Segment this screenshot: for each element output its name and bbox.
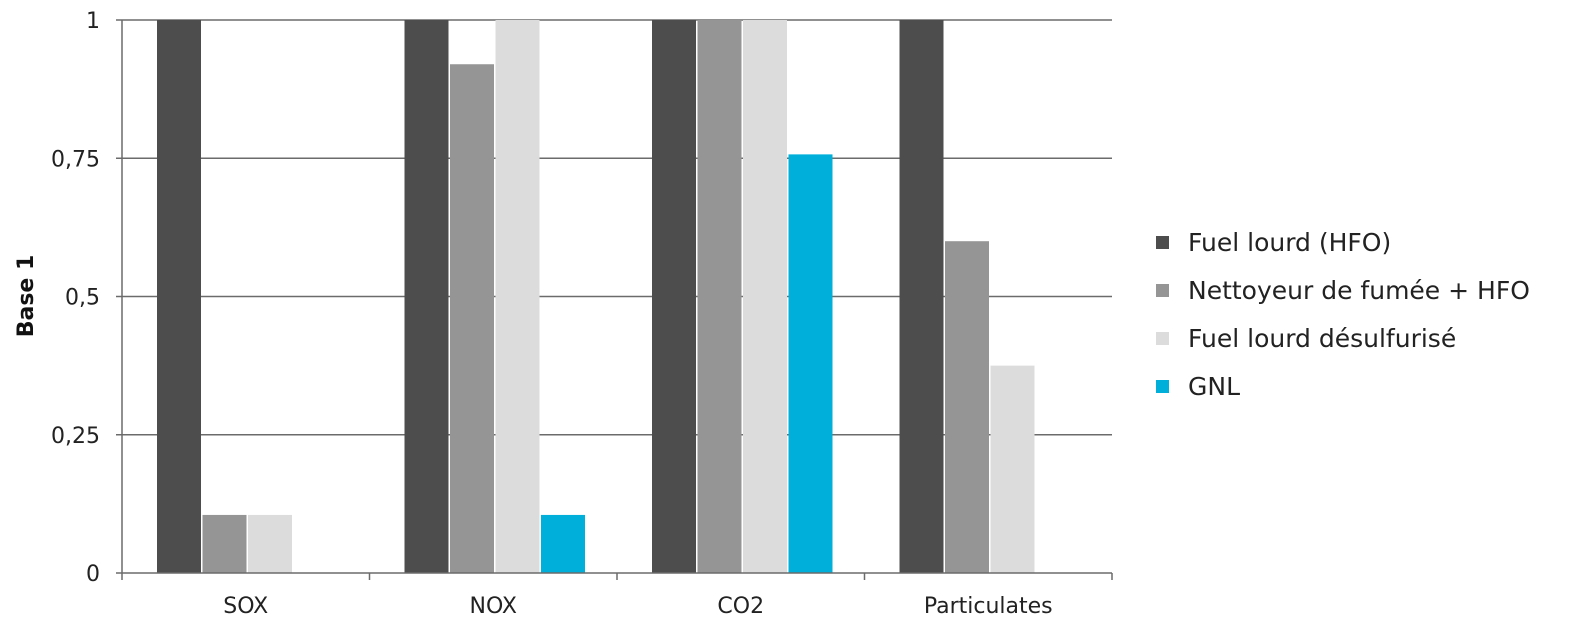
bar-co2-series-1: [652, 20, 696, 573]
bar-nox-series-1: [404, 20, 449, 573]
bar-sox-series-2: [202, 514, 247, 573]
legend-swatch: [1156, 332, 1169, 345]
y-tick-label: 0: [86, 562, 100, 587]
bar-sox-series-1: [157, 20, 201, 573]
legend-label: Fuel lourd désulfurisé: [1188, 324, 1456, 353]
x-tick-label: Particulates: [924, 594, 1053, 619]
bar-co2-series-4: [788, 154, 833, 573]
bar-sox-series-3: [248, 514, 292, 573]
bar-particulates-series-3: [990, 365, 1035, 573]
y-tick-label: 1: [86, 9, 100, 34]
y-tick-label: 0,5: [65, 286, 100, 311]
legend-label: Nettoyeur de fumée + HFO: [1188, 276, 1530, 305]
legend-swatch: [1156, 284, 1169, 297]
x-tick-label: NOX: [470, 594, 517, 619]
bar-nox-series-4: [541, 514, 585, 573]
y-tick-label: 0,25: [51, 424, 100, 449]
x-tick-label: SOX: [223, 594, 268, 619]
axes: [116, 19, 1113, 580]
bars: [157, 20, 1035, 574]
legend-swatch: [1156, 380, 1169, 393]
bar-nox-series-3: [495, 20, 540, 573]
x-tick-label: CO2: [717, 594, 764, 619]
bar-co2-series-2: [697, 20, 742, 573]
y-tick-label: 0,75: [51, 147, 100, 172]
bar-particulates-series-1: [899, 20, 944, 573]
legend-label: Fuel lourd (HFO): [1188, 228, 1391, 257]
y-axis-title: Base 1: [14, 255, 39, 338]
legend-swatch: [1156, 236, 1169, 249]
tick-labels: 0 0,25 0,5 0,75 1 SOX NOX CO2 Particulates: [51, 9, 1053, 619]
legend: Fuel lourd (HFO) Nettoyeur de fumée + HFO…: [1156, 228, 1530, 401]
bar-nox-series-2: [450, 64, 494, 574]
legend-label: GNL: [1188, 372, 1240, 401]
bar-particulates-series-2: [945, 241, 989, 573]
bar-co2-series-3: [743, 20, 787, 573]
